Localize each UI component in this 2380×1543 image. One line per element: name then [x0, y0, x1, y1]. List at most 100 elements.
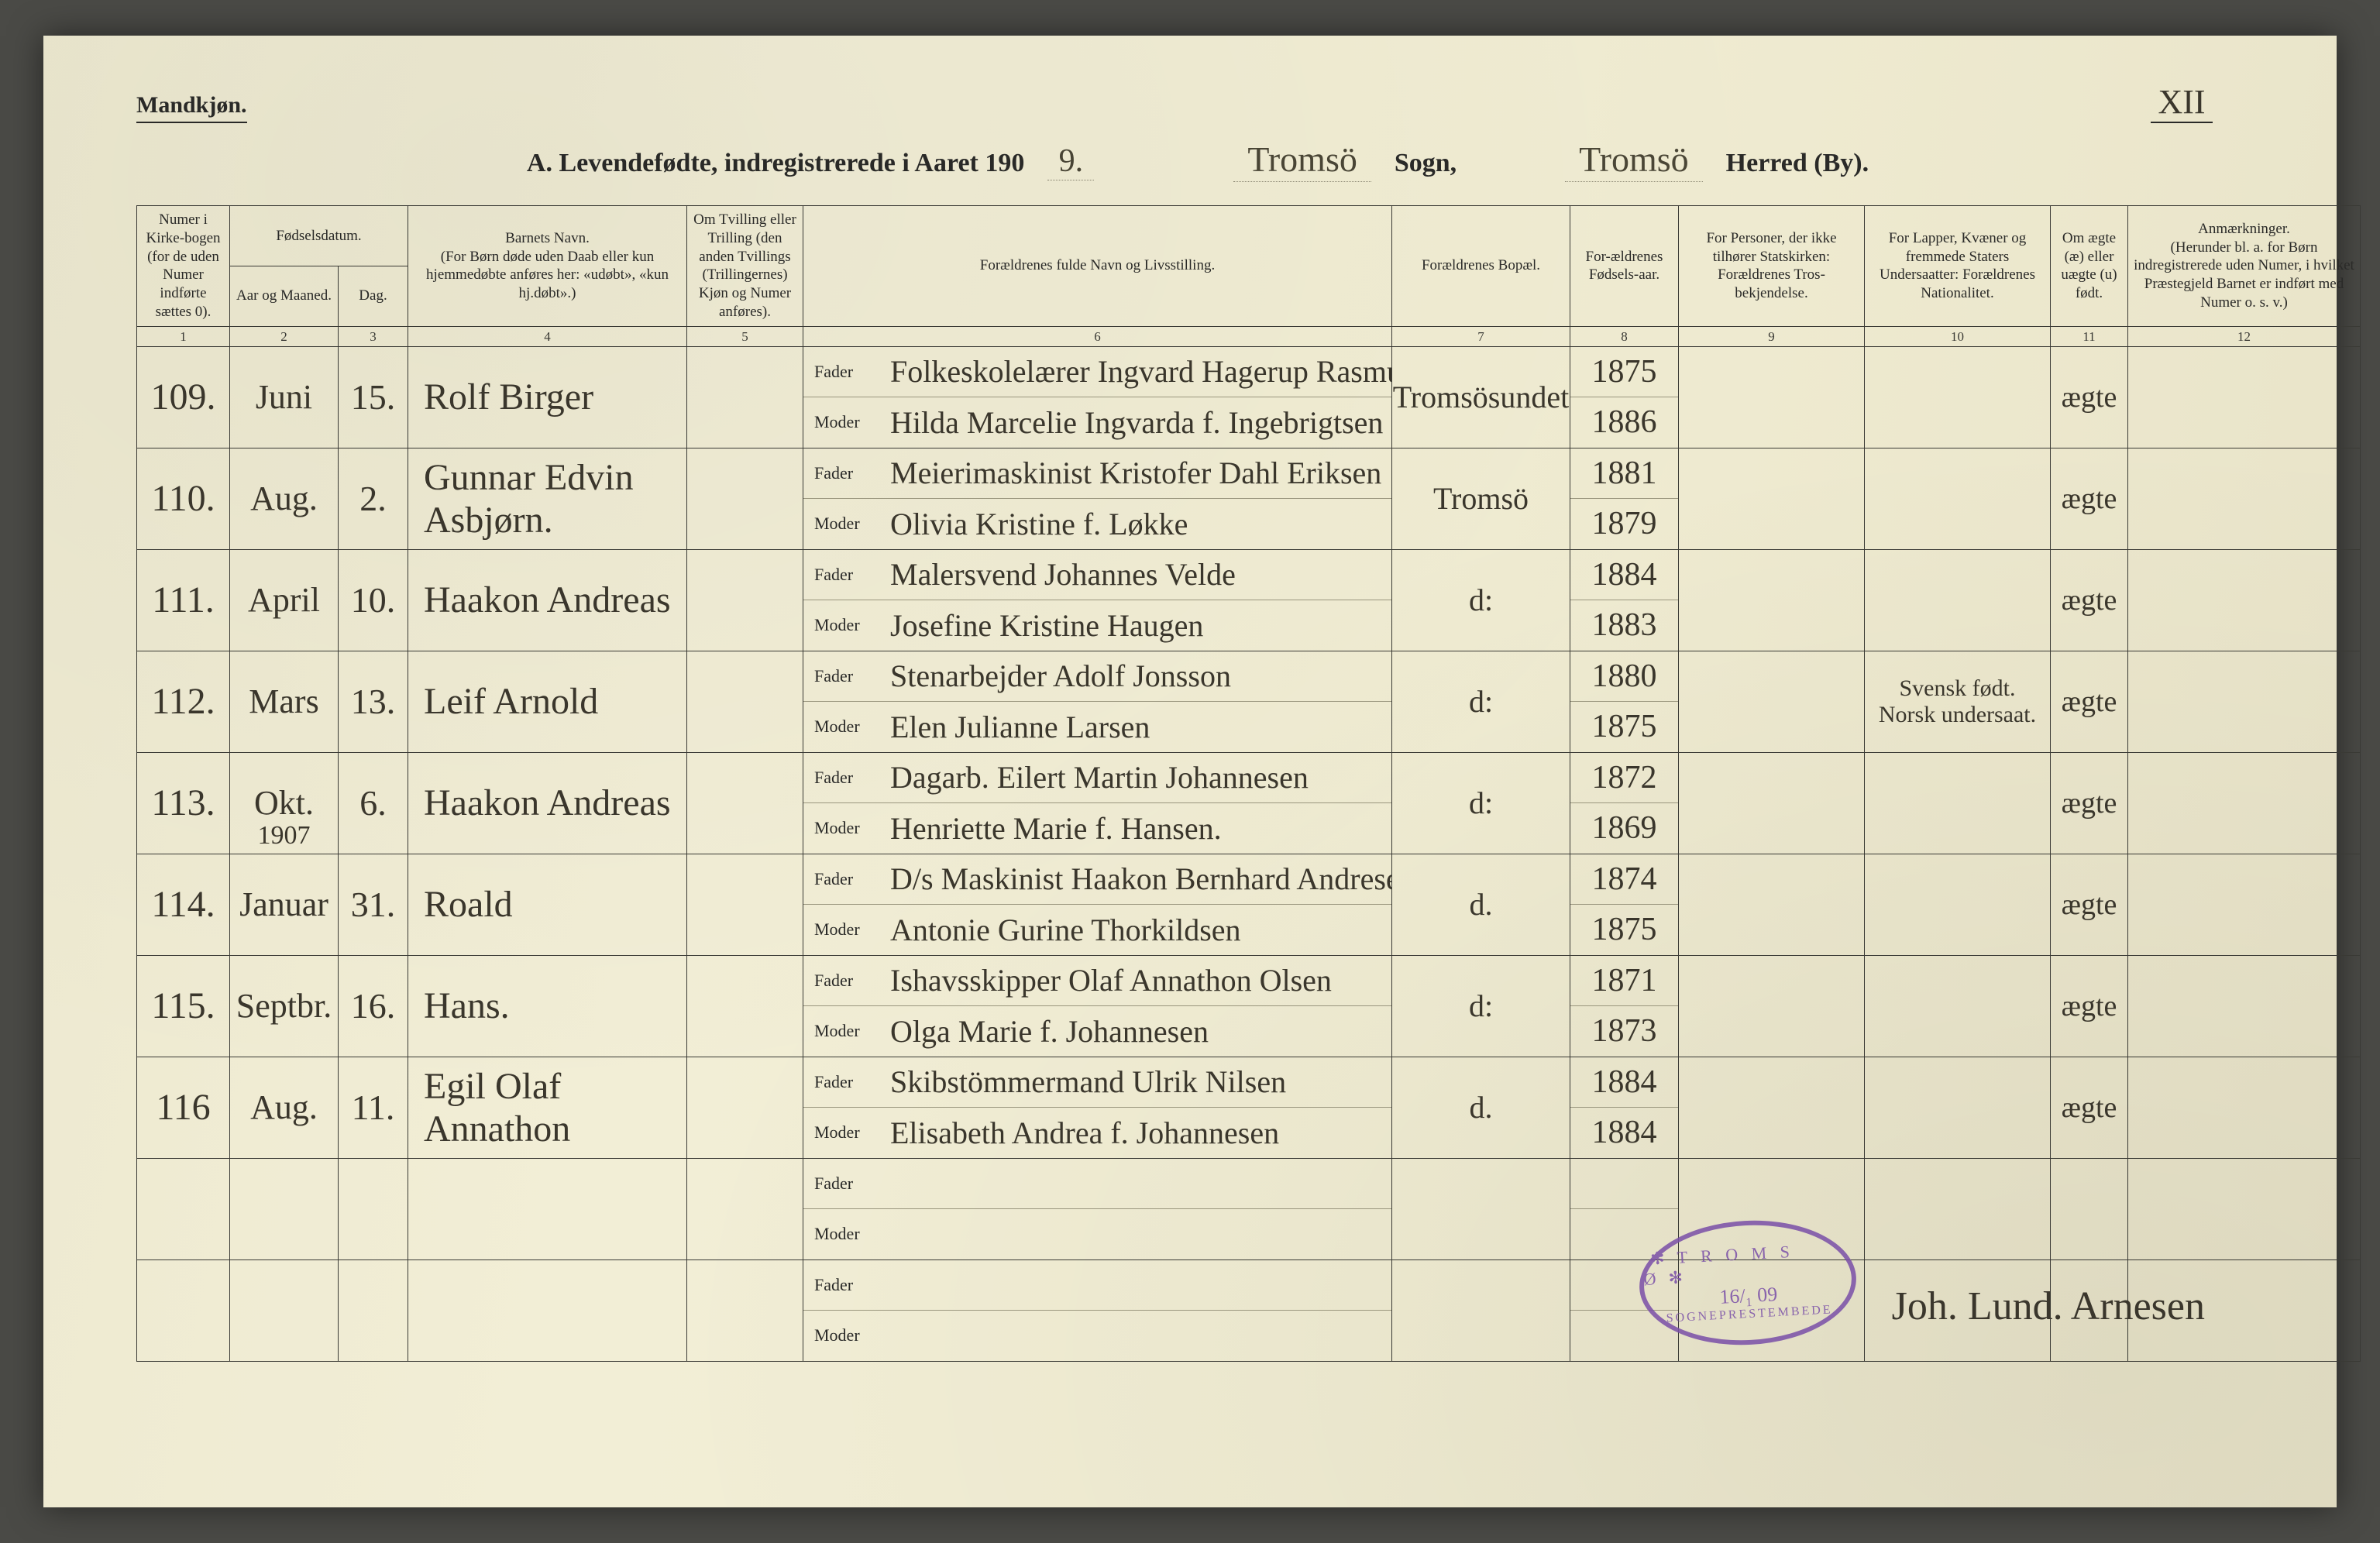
moder-year: 1875 — [1570, 702, 1678, 752]
legitimacy: ægte — [2051, 955, 2128, 1057]
parents-cell: FaderD/s Maskinist Haakon Bernhard Andre… — [803, 854, 1392, 955]
top-line: Mandkjøn. XII — [136, 82, 2259, 123]
moder-name: Hilda Marcelie Ingvarda f. Ingebrigtsen — [890, 404, 1383, 441]
legitimacy — [2051, 1158, 2128, 1259]
birth-month: Juni — [230, 346, 339, 448]
moder-label: Moder — [814, 1325, 876, 1345]
parent-years: 18711873 — [1570, 955, 1679, 1057]
child-name — [408, 1158, 687, 1259]
residence: d: — [1392, 955, 1570, 1057]
birth-month: Okt.1907 — [230, 752, 339, 854]
birth-day: 11. — [339, 1057, 408, 1158]
fader-label: Fader — [814, 362, 876, 382]
table-row: 112.Mars13.Leif ArnoldFaderStenarbejder … — [137, 651, 2361, 752]
moder-name: Elen Julianne Larsen — [890, 709, 1150, 745]
parent-years: 18811879 — [1570, 448, 1679, 549]
colnum: 1 — [137, 326, 230, 346]
moder-year — [1570, 1209, 1678, 1259]
col-header-11: Om ægte (æ) eller uægte (u) født. — [2051, 206, 2128, 327]
fader-year: 1874 — [1570, 854, 1678, 905]
parent-years: 18801875 — [1570, 651, 1679, 752]
entry-number: 110. — [137, 448, 230, 549]
residence: d: — [1392, 752, 1570, 854]
title-prefix: A. Levendefødte, indregistrerede i Aaret… — [527, 149, 1024, 178]
parents-cell: FaderIshavsskipper Olaf Annathon Olsen M… — [803, 955, 1392, 1057]
birth-day: 31. — [339, 854, 408, 955]
entry-number: 113. — [137, 752, 230, 854]
remarks — [2128, 1158, 2361, 1259]
entry-number: 115. — [137, 955, 230, 1057]
col-header-10: For Lapper, Kvæner og fremmede Staters U… — [1865, 206, 2051, 327]
birth-month — [230, 1259, 339, 1361]
table-row: 114.Januar31.RoaldFaderD/s Maskinist Haa… — [137, 854, 2361, 955]
legitimacy: ægte — [2051, 651, 2128, 752]
colnum: 9 — [1679, 326, 1865, 346]
colnum: 12 — [2128, 326, 2361, 346]
child-name: Leif Arnold — [408, 651, 687, 752]
fader-label: Fader — [814, 971, 876, 991]
faith — [1679, 752, 1865, 854]
table-row: 116Aug.11.Egil Olaf AnnathonFaderSkibstö… — [137, 1057, 2361, 1158]
child-name: Haakon Andreas — [408, 752, 687, 854]
remarks — [2128, 346, 2361, 448]
entry-number: 112. — [137, 651, 230, 752]
faith — [1679, 955, 1865, 1057]
fader-year: 1872 — [1570, 753, 1678, 803]
twin-note — [687, 1158, 803, 1259]
colnum: 8 — [1570, 326, 1679, 346]
fader-name: D/s Maskinist Haakon Bernhard Andresen — [890, 861, 1391, 897]
legitimacy: ægte — [2051, 549, 2128, 651]
fader-name: Skibstömmermand Ulrik Nilsen — [890, 1064, 1286, 1100]
moder-year: 1875 — [1570, 905, 1678, 955]
parent-years: 18841884 — [1570, 1057, 1679, 1158]
remarks — [2128, 549, 2361, 651]
moder-label: Moder — [814, 1224, 876, 1244]
parents-cell: Fader Moder — [803, 1259, 1392, 1361]
child-name: Haakon Andreas — [408, 549, 687, 651]
parents-cell: FaderStenarbejder Adolf Jonsson ModerEle… — [803, 651, 1392, 752]
legitimacy: ægte — [2051, 448, 2128, 549]
table-body: 109.Juni15.Rolf BirgerFaderFolkeskolelær… — [137, 346, 2361, 1361]
moder-year — [1570, 1311, 1678, 1361]
fader-name: Dagarb. Eilert Martin Johannesen — [890, 759, 1309, 796]
residence — [1392, 1259, 1570, 1361]
child-name: Roald — [408, 854, 687, 955]
entry-number — [137, 1259, 230, 1361]
residence: d. — [1392, 1057, 1570, 1158]
colnum: 10 — [1865, 326, 2051, 346]
title-line: A. Levendefødte, indregistrerede i Aaret… — [136, 139, 2259, 182]
moder-name: Olivia Kristine f. Løkke — [890, 506, 1188, 542]
col-header-5: Om Tvilling eller Trilling (den anden Tv… — [687, 206, 803, 327]
sogn-label: Sogn, — [1395, 149, 1457, 178]
colnum: 4 — [408, 326, 687, 346]
residence: d: — [1392, 549, 1570, 651]
moder-name: Olga Marie f. Johannesen — [890, 1013, 1209, 1050]
parent-years: 18741875 — [1570, 854, 1679, 955]
moder-label: Moder — [814, 818, 876, 838]
col-header-1: Numer i Kirke-bogen (for de uden Numer i… — [137, 206, 230, 327]
twin-note — [687, 1057, 803, 1158]
birth-day: 10. — [339, 549, 408, 651]
moder-year: 1869 — [1570, 803, 1678, 854]
herred-label: Herred (By). — [1726, 149, 1869, 178]
moder-name: Antonie Gurine Thorkildsen — [890, 912, 1241, 948]
fader-label: Fader — [814, 1072, 876, 1092]
residence: Tromsösundet — [1392, 346, 1570, 448]
fader-label: Fader — [814, 463, 876, 483]
col-header-2a: Aar og Maaned. — [230, 266, 339, 326]
twin-note — [687, 955, 803, 1057]
moder-label: Moder — [814, 919, 876, 940]
remarks — [2128, 854, 2361, 955]
parents-cell: FaderSkibstömmermand Ulrik Nilsen ModerE… — [803, 1057, 1392, 1158]
faith — [1679, 448, 1865, 549]
nationality — [1865, 549, 2051, 651]
parent-years: 18721869 — [1570, 752, 1679, 854]
table-row: 113.Okt.19076.Haakon AndreasFaderDagarb.… — [137, 752, 2361, 854]
nationality — [1865, 346, 2051, 448]
moder-label: Moder — [814, 412, 876, 432]
fader-year: 1881 — [1570, 448, 1678, 499]
col-header-4: Barnets Navn. (For Børn døde uden Daab e… — [408, 206, 687, 327]
remarks — [2128, 752, 2361, 854]
table-row: 110.Aug.2.Gunnar Edvin Asbjørn.FaderMeie… — [137, 448, 2361, 549]
entry-number: 111. — [137, 549, 230, 651]
